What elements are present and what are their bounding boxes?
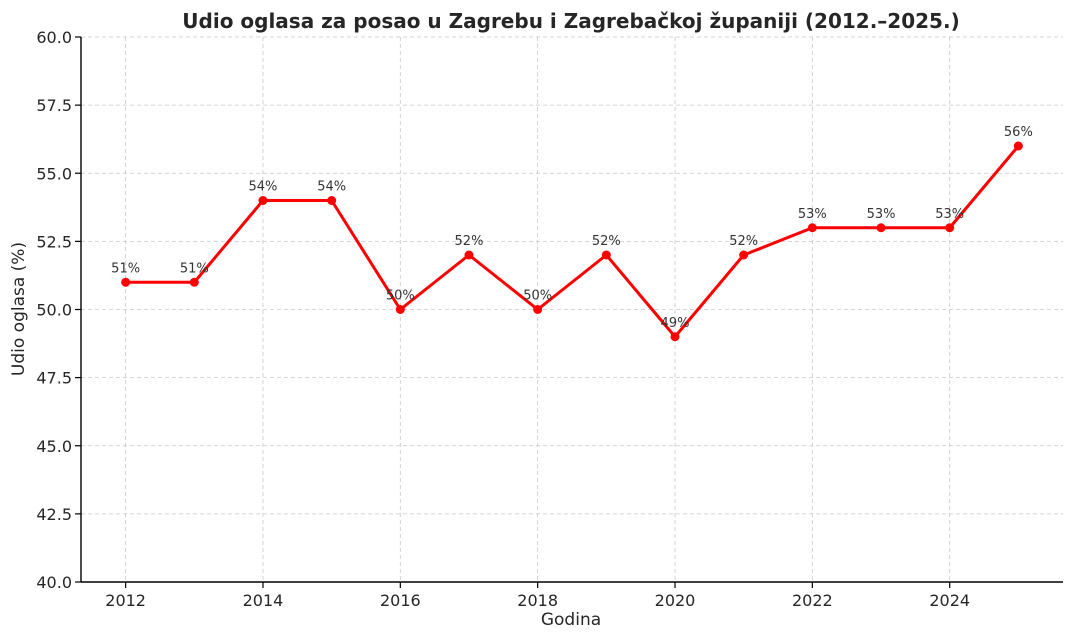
data-label: 54% [317, 180, 346, 195]
data-point [670, 332, 680, 342]
y-tick-label: 42.5 [36, 505, 72, 524]
data-point [464, 250, 474, 260]
data-label: 51% [111, 261, 140, 276]
data-label: 53% [867, 207, 896, 222]
data-label: 54% [249, 180, 278, 195]
series [121, 141, 1023, 342]
data-point [1013, 141, 1023, 151]
data-point [739, 250, 749, 260]
x-axis-label: Godina [541, 610, 601, 630]
y-tick-label: 45.0 [36, 437, 72, 456]
data-point [395, 305, 405, 314]
data-point [533, 305, 543, 314]
y-tick-label: 57.5 [36, 96, 72, 115]
data-point [876, 223, 886, 233]
y-tick-label: 60.0 [36, 28, 72, 47]
grid [81, 36, 1063, 583]
data-label: 50% [523, 289, 552, 304]
data-label: 49% [661, 316, 690, 331]
y-tick-label: 47.5 [36, 369, 72, 388]
data-label: 52% [592, 234, 621, 249]
data-point [258, 196, 268, 205]
x-tick-label: 2016 [380, 591, 421, 610]
data-label: 53% [935, 207, 964, 222]
data-point [807, 223, 817, 233]
x-tick-label: 2024 [929, 591, 970, 610]
data-label: 51% [180, 261, 209, 276]
data-label: 53% [798, 207, 827, 222]
x-tick-label: 2014 [243, 591, 284, 610]
data-label: 52% [455, 234, 484, 249]
data-point [121, 277, 131, 287]
y-tick-label: 40.0 [36, 573, 72, 592]
data-label: 52% [729, 234, 758, 249]
data-point [327, 196, 337, 205]
x-tick-label: 2018 [517, 591, 558, 610]
data-labels: 51% 51% 54% 54% 50% 52% 50% 52% 49% 52% 53% 53% 53% 5… [111, 125, 1033, 331]
data-point [601, 250, 611, 260]
chart-title: Udio oglasa za posao u Zagrebu i Zagreba… [182, 9, 959, 33]
x-tick-label: 2020 [655, 591, 696, 610]
data-point [189, 277, 199, 287]
y-axis-label: Udio oglasa (%) [9, 242, 29, 376]
x-tick-label: 2022 [792, 591, 833, 610]
x-tick-label: 2012 [105, 591, 146, 610]
y-tick-label: 50.0 [36, 301, 72, 320]
data-label: 50% [386, 289, 415, 304]
y-tick-label: 52.5 [36, 232, 72, 251]
y-tick-label: 55.0 [36, 164, 72, 183]
data-point [945, 223, 955, 233]
axes: 40.0 42.5 45.0 47.5 50.0 52.5 55.0 57.5 60.0 2012… [36, 28, 1063, 610]
series-line [124, 144, 1020, 339]
data-label: 56% [1004, 125, 1033, 140]
